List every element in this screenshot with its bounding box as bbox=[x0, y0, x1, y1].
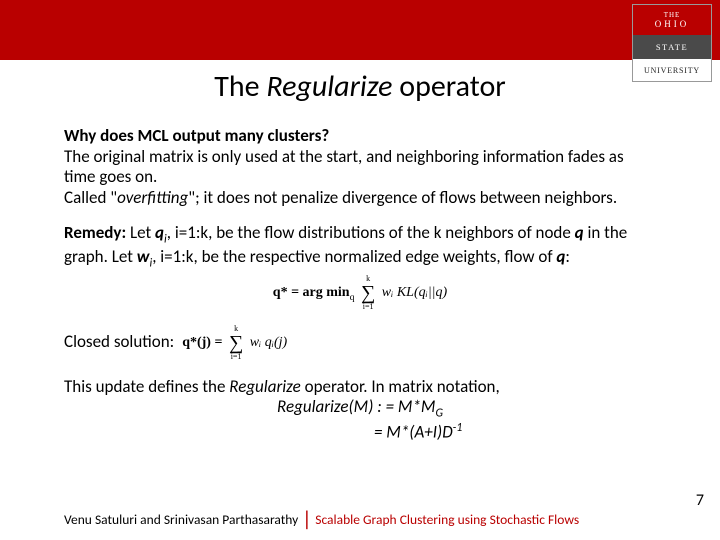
footer-paper-title: Scalable Graph Clustering using Stochast… bbox=[315, 511, 579, 528]
remedy-label: Remedy: bbox=[64, 222, 126, 243]
formula-closed: q*(j) = k ∑ i=1 wᵢ qᵢ(j) bbox=[182, 325, 287, 361]
header-bar bbox=[0, 0, 720, 60]
logo-the: THE bbox=[633, 12, 711, 19]
logo-state: STATE bbox=[633, 35, 711, 59]
footer: Venu Satuluri and Srinivasan Parthasarat… bbox=[64, 508, 690, 530]
slide-body: Why does MCL output many clusters? The o… bbox=[64, 126, 656, 458]
para-why-line1: The original matrix is only used at the … bbox=[64, 147, 656, 188]
para-why-line2: Called "overfitting"; it does not penali… bbox=[64, 188, 656, 209]
para-why: Why does MCL output many clusters? The o… bbox=[64, 126, 656, 209]
title-post: operator bbox=[393, 68, 506, 105]
footer-separator: │ bbox=[302, 508, 311, 530]
title-pre: The bbox=[214, 68, 266, 105]
page-number: 7 bbox=[696, 491, 704, 510]
update-line1: This update defines the Regularize opera… bbox=[64, 377, 656, 398]
update-line2: Regularize(M) : = M*MG bbox=[64, 397, 656, 421]
title-em: Regularize bbox=[266, 68, 392, 105]
para-update: This update defines the Regularize opera… bbox=[64, 377, 656, 444]
sigma-icon: k ∑ i=1 bbox=[361, 275, 375, 311]
update-line3: = M*(A+I)D-1 bbox=[64, 421, 656, 443]
closed-solution: Closed solution: q*(j) = k ∑ i=1 wᵢ qᵢ(j… bbox=[64, 325, 656, 361]
closed-label: Closed solution: bbox=[64, 332, 174, 353]
logo-ohio: OHIO bbox=[633, 20, 711, 29]
para-why-heading: Why does MCL output many clusters? bbox=[64, 126, 656, 147]
footer-authors: Venu Satuluri and Srinivasan Parthasarat… bbox=[64, 511, 298, 528]
sigma-icon: k ∑ i=1 bbox=[229, 325, 243, 361]
formula-argmin: q* = arg minq k ∑ i=1 wᵢ KL(qᵢ||q) bbox=[64, 275, 656, 311]
slide-title: The Regularize operator bbox=[0, 68, 720, 105]
para-remedy: Remedy: Let qi, i=1:k, be the flow distr… bbox=[64, 223, 656, 311]
university-logo: THE OHIO STATE UNIVERSITY bbox=[632, 4, 712, 82]
logo-university: UNIVERSITY bbox=[633, 59, 711, 81]
